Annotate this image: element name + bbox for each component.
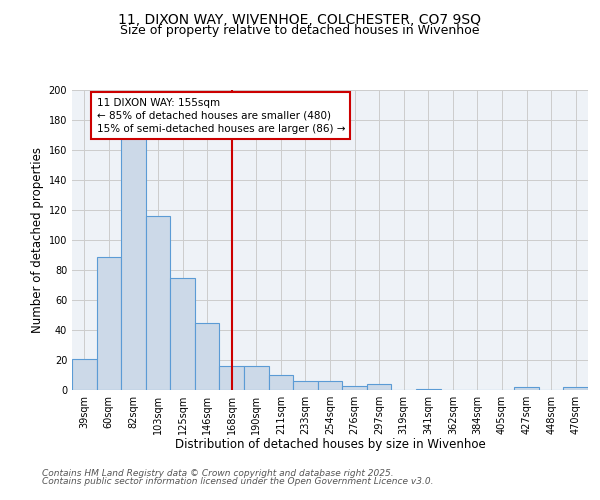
Bar [342,386,367,390]
Bar [416,388,440,390]
Bar [97,256,121,390]
Bar [293,381,318,390]
Text: Contains public sector information licensed under the Open Government Licence v3: Contains public sector information licen… [42,477,433,486]
X-axis label: Distribution of detached houses by size in Wivenhoe: Distribution of detached houses by size … [175,438,485,452]
Bar [269,375,293,390]
Bar [72,358,97,390]
Bar [195,322,220,390]
Bar [563,387,588,390]
Bar [318,381,342,390]
Text: 11 DIXON WAY: 155sqm
← 85% of detached houses are smaller (480)
15% of semi-deta: 11 DIXON WAY: 155sqm ← 85% of detached h… [97,98,345,134]
Y-axis label: Number of detached properties: Number of detached properties [31,147,44,333]
Bar [514,387,539,390]
Bar [146,216,170,390]
Text: Size of property relative to detached houses in Wivenhoe: Size of property relative to detached ho… [120,24,480,37]
Bar [121,138,146,390]
Text: 11, DIXON WAY, WIVENHOE, COLCHESTER, CO7 9SQ: 11, DIXON WAY, WIVENHOE, COLCHESTER, CO7… [119,12,482,26]
Bar [367,384,391,390]
Text: Contains HM Land Registry data © Crown copyright and database right 2025.: Contains HM Land Registry data © Crown c… [42,468,394,477]
Bar [170,278,195,390]
Bar [220,366,244,390]
Bar [244,366,269,390]
